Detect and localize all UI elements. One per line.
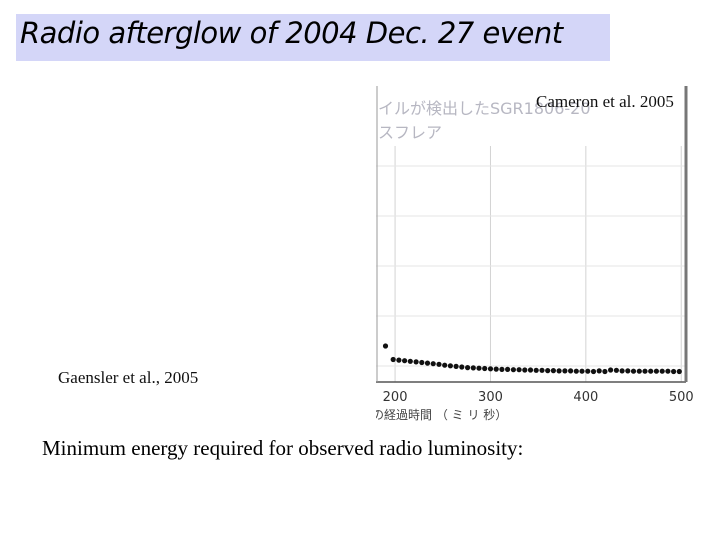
data-point: [402, 358, 408, 364]
data-point: [539, 367, 545, 373]
citation-gaensler: Gaensler et al., 2005: [58, 368, 199, 387]
data-point: [453, 363, 459, 369]
data-point: [390, 356, 396, 363]
data-point: [493, 366, 499, 372]
x-tick-label: 200: [383, 390, 408, 405]
slide-title: Radio afterglow of 2004 Dec. 27 event: [20, 16, 563, 50]
data-point: [436, 361, 442, 367]
figure-caption-line2: スフレア: [378, 123, 442, 142]
data-point: [648, 368, 654, 374]
data-point: [459, 364, 465, 370]
data-point: [642, 368, 648, 374]
data-point: [608, 367, 614, 373]
data-point: [665, 368, 671, 374]
data-point: [430, 361, 436, 367]
data-point: [653, 368, 659, 374]
data-point: [613, 367, 619, 373]
plot-frame: [376, 86, 688, 383]
data-point: [619, 368, 625, 374]
title-bar: [16, 14, 610, 61]
figure-caption-line1: イルが検出したSGR1806-20: [378, 99, 591, 118]
data-point: [585, 368, 591, 374]
data-point: [407, 358, 413, 364]
data-point: [579, 368, 585, 374]
data-point: [396, 357, 402, 363]
citation-cameron: Cameron et al. 2005: [536, 92, 674, 111]
x-tick-label: 500: [669, 390, 694, 405]
data-point: [516, 367, 522, 373]
x-tick-labels: 200 300 400 500: [383, 390, 694, 405]
data-point: [527, 367, 534, 373]
body-text: Minimum energy required for observed rad…: [42, 436, 524, 460]
data-point: [505, 366, 511, 372]
data-points: [382, 343, 682, 375]
x-tick-label: 400: [573, 390, 598, 405]
data-point: [447, 363, 453, 369]
data-point: [482, 365, 488, 372]
data-point: [424, 360, 431, 366]
data-point: [676, 368, 682, 375]
data-point: [382, 343, 389, 349]
data-point: [533, 367, 539, 373]
data-point: [573, 368, 579, 374]
plot-grid: [376, 146, 686, 382]
data-point: [659, 368, 665, 374]
data-point: [630, 368, 637, 374]
data-point: [487, 366, 494, 372]
data-point: [413, 359, 419, 365]
data-point: [545, 368, 551, 374]
data-point: [510, 367, 516, 373]
data-point: [465, 365, 471, 371]
data-point: [568, 368, 574, 374]
data-point: [522, 367, 528, 373]
data-point: [602, 368, 608, 375]
data-point: [550, 368, 556, 374]
data-point: [442, 362, 448, 368]
data-point: [556, 368, 562, 374]
data-point: [625, 368, 631, 374]
data-point: [636, 368, 642, 374]
afterglow-plot: イルが検出したSGR1806-20 スフレア 200 300 400 500 の経過時…: [376, 86, 694, 422]
x-tick-label: 300: [478, 390, 503, 405]
data-point: [596, 368, 602, 374]
data-point: [476, 365, 482, 371]
data-point: [499, 366, 505, 372]
data-point: [562, 368, 568, 374]
x-axis-label: の経過時間 （ ミ リ 秒）: [376, 408, 507, 422]
data-point: [470, 365, 476, 371]
data-point: [419, 359, 425, 366]
data-point: [590, 368, 597, 375]
radio-afterglow-figure: イルが検出したSGR1806-20 スフレア 200 300 400 500 の経過時…: [376, 86, 696, 422]
data-point: [671, 368, 677, 375]
